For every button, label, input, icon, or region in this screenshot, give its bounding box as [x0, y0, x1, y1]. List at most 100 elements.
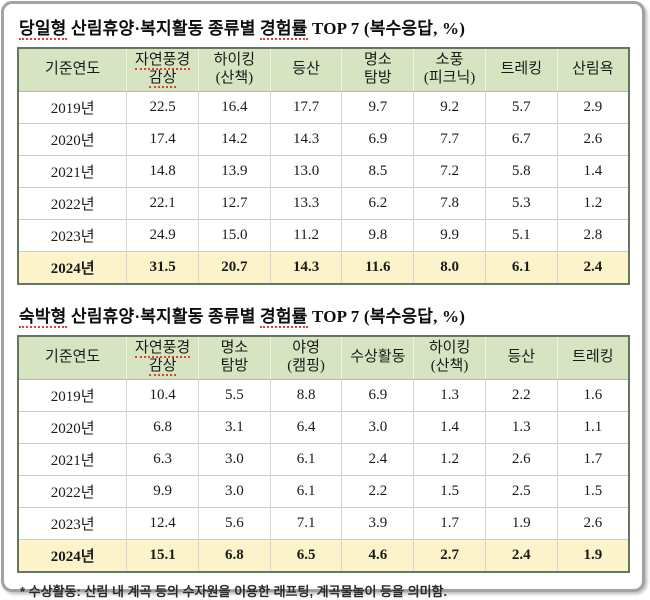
value-cell: 3.0	[198, 443, 271, 476]
value-cell: 2.6	[556, 507, 629, 540]
column-header: 수상활동	[341, 336, 414, 380]
value-cell: 5.1	[484, 219, 558, 252]
year-cell: 2021년	[18, 155, 127, 188]
value-cell: 2.6	[556, 123, 629, 156]
value-cell: 7.2	[413, 155, 486, 188]
value-cell: 1.5	[556, 475, 629, 508]
value-cell: 6.1	[269, 443, 342, 476]
value-cell: 6.1	[484, 251, 558, 284]
value-cell: 13.3	[269, 187, 342, 220]
column-header: 자연풍경 감상	[126, 48, 199, 92]
year-cell: 2022년	[18, 187, 127, 220]
header-text: (캠핑)	[287, 358, 325, 374]
value-cell: 31.5	[126, 251, 199, 284]
value-cell: 14.8	[126, 155, 199, 188]
value-cell: 1.4	[413, 411, 486, 444]
value-cell: 2.8	[556, 219, 629, 252]
value-cell: 2.5	[484, 475, 558, 508]
value-cell: 9.2	[413, 91, 486, 124]
table-row: 2021년 6.3 3.0 6.1 2.4 1.2 2.6 1.7	[18, 443, 629, 476]
year-cell: 2020년	[18, 123, 127, 156]
column-header: 기준연도	[18, 48, 127, 92]
overnight-section: 숙박형 산림휴양·복지활동 종류별 경험률 TOP 7 (복수응답, %) 기준…	[17, 302, 630, 600]
value-cell: 9.8	[341, 219, 414, 252]
column-header: 등산	[269, 48, 342, 92]
value-cell: 13.0	[269, 155, 342, 188]
value-cell: 17.7	[269, 91, 342, 124]
value-cell: 2.7	[413, 539, 486, 572]
value-cell: 3.0	[198, 475, 271, 508]
value-cell: 1.2	[413, 443, 486, 476]
spellcheck-word: 자연풍경	[135, 340, 191, 359]
header-text: 탐방	[364, 70, 392, 86]
value-cell: 1.9	[484, 507, 558, 540]
value-cell: 22.1	[126, 187, 199, 220]
header-text: (피크닉)	[423, 70, 476, 86]
value-cell: 3.9	[341, 507, 414, 540]
column-header: 야영 (캠핑)	[269, 336, 342, 380]
column-header: 하이킹 (산책)	[198, 48, 271, 92]
header-text: 탐방	[220, 358, 249, 374]
value-cell: 20.7	[198, 251, 271, 284]
value-cell: 11.6	[341, 251, 414, 284]
year-cell: 2023년	[18, 219, 127, 252]
value-cell: 1.1	[556, 411, 629, 444]
year-cell: 2019년	[18, 91, 127, 124]
year-cell: 2022년	[18, 475, 127, 508]
value-cell: 6.4	[269, 411, 342, 444]
value-cell: 1.3	[413, 379, 486, 412]
value-cell: 6.8	[126, 411, 199, 444]
column-header: 기준연도	[18, 336, 127, 380]
value-cell: 3.0	[341, 411, 414, 444]
title-text: TOP 7 (복수응답, %)	[311, 19, 466, 38]
value-cell: 1.5	[413, 475, 486, 508]
header-text: (산책)	[215, 70, 254, 86]
title-text: 산림휴양·복지활동 종류별	[70, 19, 256, 38]
value-cell: 14.3	[269, 251, 342, 284]
column-header: 트레킹	[484, 48, 558, 92]
table1-title: 당일형 산림휴양·복지활동 종류별 경험률 TOP 7 (복수응답, %)	[19, 14, 630, 40]
spellcheck-word: 자연풍경	[135, 52, 191, 71]
value-cell: 6.3	[126, 443, 199, 476]
header-text: 하이킹	[213, 52, 256, 69]
table-row: 2022년 9.9 3.0 6.1 2.2 1.5 2.5 1.5	[18, 475, 629, 508]
value-cell: 1.9	[556, 539, 629, 572]
column-header: 명소 탐방	[198, 336, 271, 380]
year-cell: 2023년	[18, 507, 127, 540]
value-cell: 10.4	[126, 379, 199, 412]
value-cell: 7.7	[413, 123, 486, 156]
header-text: 트레킹	[500, 61, 542, 78]
column-header: 산림욕	[556, 48, 629, 92]
title-text: TOP 7 (복수응답, %)	[311, 307, 466, 326]
table1: 기준연도 자연풍경 감상 하이킹 (산책) 등산 명소 탐방 소풍 (피크닉) 트레킹 산림욕 2019…	[17, 47, 630, 285]
value-cell: 2.6	[484, 443, 558, 476]
header-text: 소풍	[435, 52, 464, 69]
value-cell: 5.8	[484, 155, 558, 188]
value-cell: 2.4	[341, 443, 414, 476]
year-cell: 2021년	[18, 443, 127, 476]
header-text: 기준연도	[45, 349, 101, 366]
header-text: 기준연도	[45, 61, 101, 78]
value-cell: 24.9	[126, 219, 199, 252]
value-cell: 6.2	[341, 187, 414, 220]
header-text: 명소	[220, 340, 249, 357]
value-cell: 22.5	[126, 91, 199, 124]
highlight-row: 2024년 15.1 6.8 6.5 4.6 2.7 2.4 1.9	[18, 539, 629, 572]
value-cell: 8.0	[413, 251, 486, 284]
value-cell: 1.2	[556, 187, 629, 220]
value-cell: 7.8	[413, 187, 486, 220]
value-cell: 2.4	[484, 539, 558, 572]
value-cell: 14.2	[198, 123, 271, 156]
value-cell: 4.6	[341, 539, 414, 572]
header-text: (산책)	[430, 358, 469, 374]
header-text: 수상활동	[350, 349, 406, 366]
table-row: 2019년 22.5 16.4 17.7 9.7 9.2 5.7 2.9	[18, 91, 629, 124]
spellcheck-word: 숙박형	[19, 307, 67, 328]
value-cell: 1.3	[484, 411, 558, 444]
header-row: 기준연도 자연풍경 감상 명소 탐방 야영 (캠핑) 수상활동 하이킹 (산책) 등산 트레킹	[18, 336, 629, 380]
value-cell: 14.3	[269, 123, 342, 156]
header-text: 트레킹	[572, 349, 614, 366]
value-cell: 2.4	[556, 251, 629, 284]
value-cell: 9.9	[413, 219, 486, 252]
value-cell: 3.1	[198, 411, 271, 444]
